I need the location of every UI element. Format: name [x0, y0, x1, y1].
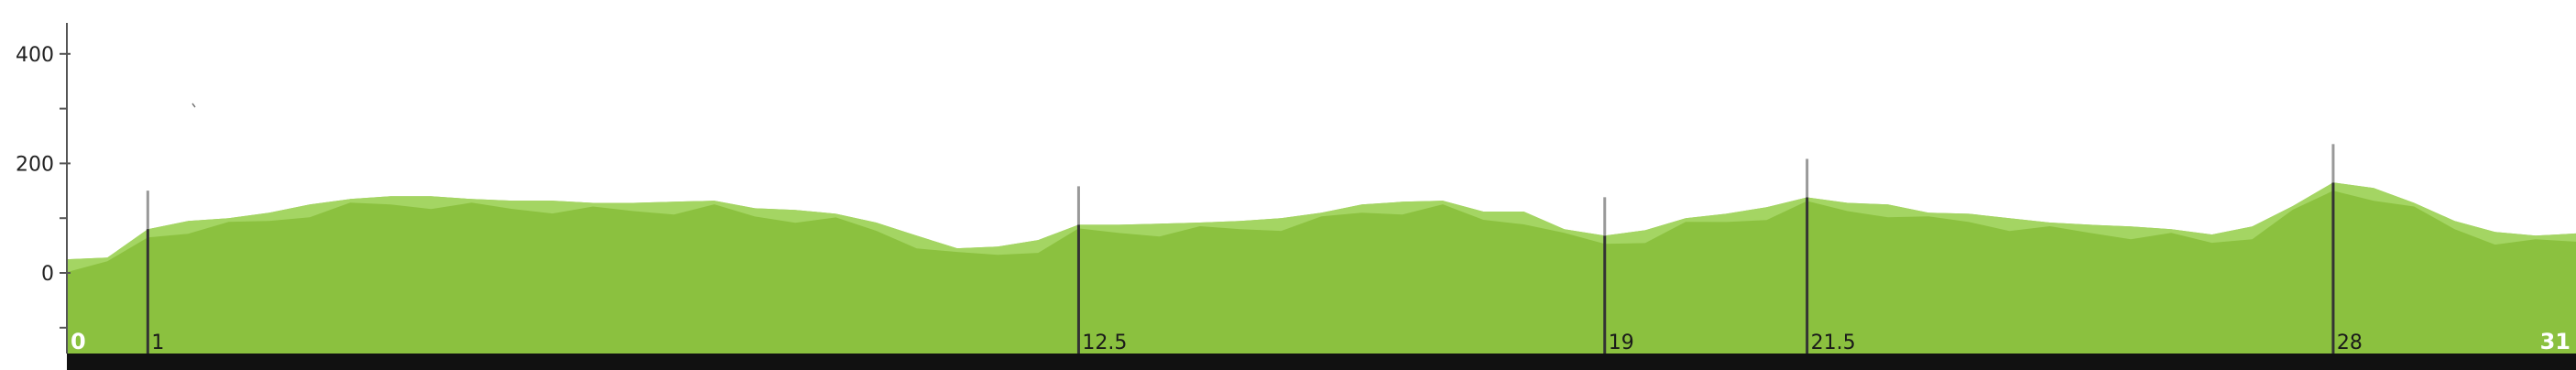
km-marker-label: 1 [151, 332, 164, 354]
stray-mark [191, 103, 196, 108]
km-edge-label: 0 [71, 329, 86, 354]
elevation-area [67, 182, 2576, 354]
km-marker-label: 21.5 [1811, 332, 1856, 354]
km-edge-label: 31 [2540, 329, 2571, 354]
km-marker-label: 19 [1609, 332, 1634, 354]
km-marker-label: 28 [2337, 332, 2363, 354]
km-marker-label: 12.5 [1082, 332, 1127, 354]
baseline-bar [67, 354, 2576, 370]
y-tick-label: 200 [16, 153, 54, 176]
y-tick-label: 0 [41, 263, 54, 286]
y-tick-label: 400 [16, 44, 54, 67]
elevation-highlight [67, 182, 2576, 273]
